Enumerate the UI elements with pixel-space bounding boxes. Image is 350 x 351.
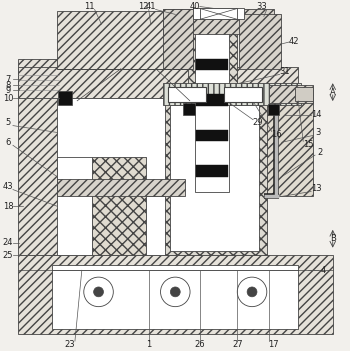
Bar [183, 103, 195, 115]
Bar [163, 83, 301, 105]
Bar [57, 98, 166, 197]
Bar [18, 59, 62, 256]
Bar [163, 9, 193, 68]
Text: A: A [330, 88, 336, 97]
Bar [239, 14, 281, 68]
Bar [163, 100, 267, 256]
Bar [196, 59, 229, 71]
Text: 25: 25 [3, 251, 13, 260]
Bar [268, 104, 279, 115]
Bar [295, 87, 313, 101]
Bar [57, 157, 92, 256]
Bar [163, 9, 274, 34]
Text: 18: 18 [3, 202, 13, 211]
Text: 4: 4 [320, 266, 326, 275]
Bar [193, 8, 244, 19]
Text: 10: 10 [3, 94, 13, 102]
Bar [146, 197, 166, 256]
Bar [168, 87, 206, 102]
Text: 29: 29 [253, 118, 263, 127]
Circle shape [93, 287, 104, 297]
Bar [18, 67, 298, 98]
Bar [58, 91, 72, 105]
Text: 42: 42 [289, 38, 300, 46]
Bar [57, 12, 190, 68]
Text: 43: 43 [3, 182, 13, 191]
Circle shape [84, 277, 113, 307]
Text: 14: 14 [311, 110, 321, 119]
Text: 24: 24 [3, 238, 13, 247]
Text: B: B [330, 234, 336, 243]
Bar [92, 157, 146, 256]
Text: 8: 8 [5, 81, 11, 90]
Text: 40: 40 [190, 2, 200, 11]
Bar [52, 265, 298, 329]
Text: 16: 16 [271, 130, 282, 139]
Bar [269, 85, 313, 103]
Bar [57, 179, 185, 197]
Bar [170, 105, 259, 251]
Circle shape [247, 287, 257, 297]
Bar [196, 130, 229, 141]
Text: 15: 15 [303, 140, 313, 149]
Text: 27: 27 [232, 339, 243, 349]
Bar [195, 19, 229, 192]
Text: 6: 6 [5, 138, 11, 147]
Bar [18, 256, 333, 334]
Text: 1: 1 [146, 339, 151, 349]
Text: 5: 5 [5, 118, 10, 127]
Text: 33: 33 [257, 2, 267, 11]
Circle shape [170, 287, 180, 297]
Text: 17: 17 [268, 339, 279, 349]
Text: 3: 3 [315, 128, 321, 137]
Text: 7: 7 [5, 75, 11, 84]
Circle shape [161, 277, 190, 307]
Circle shape [237, 277, 267, 307]
Text: 12: 12 [139, 2, 149, 11]
Text: 26: 26 [195, 339, 205, 349]
Bar [264, 98, 313, 197]
Bar [200, 8, 237, 19]
Text: 2: 2 [317, 148, 323, 157]
Bar [188, 14, 237, 197]
Text: 41: 41 [146, 2, 156, 11]
Text: 9: 9 [5, 86, 10, 95]
Bar [224, 87, 262, 102]
Bar [196, 94, 229, 106]
Text: 13: 13 [311, 184, 321, 193]
Text: 23: 23 [65, 339, 75, 349]
Text: 31: 31 [279, 67, 290, 76]
Bar [196, 165, 229, 177]
Text: 11: 11 [84, 2, 95, 11]
